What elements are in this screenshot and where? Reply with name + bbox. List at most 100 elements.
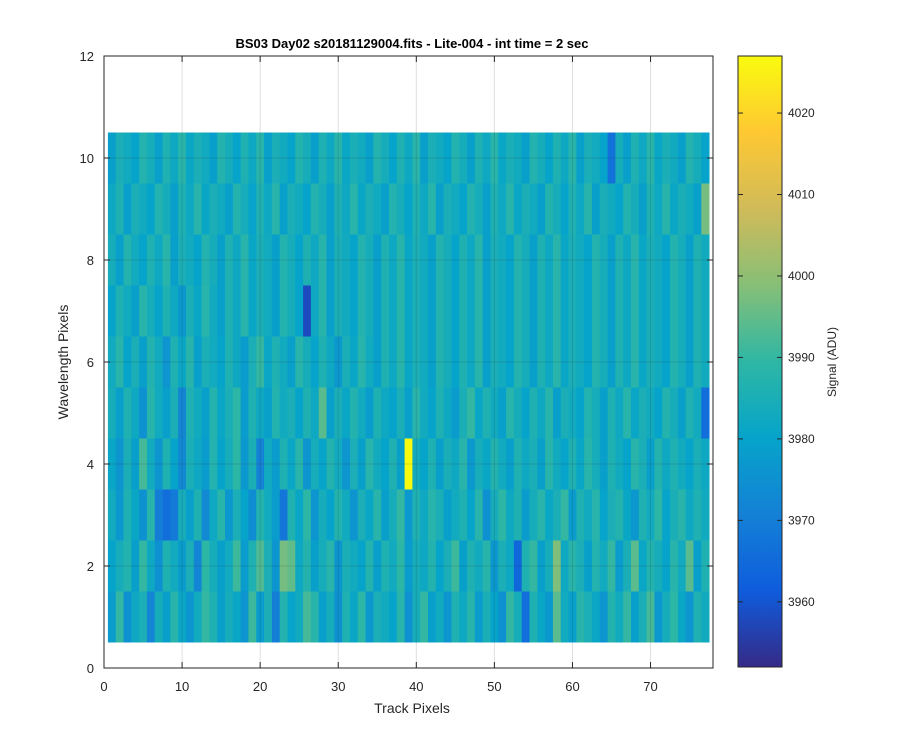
heatmap-cell — [529, 285, 538, 337]
colorbar-ticks: 3960 3970 3980 3990 4000 4010 4020 — [738, 106, 815, 609]
heatmap-cell — [646, 591, 655, 643]
heatmap-cell — [357, 591, 366, 643]
heatmap-cell — [529, 591, 538, 643]
heatmap-cell — [537, 132, 546, 184]
heatmap-cell — [482, 387, 491, 439]
heatmap-cell — [584, 234, 593, 286]
heatmap-cell — [232, 234, 242, 286]
heatmap-cell — [240, 234, 249, 286]
heatmap-cell — [670, 387, 679, 439]
heatmap-cell — [482, 183, 491, 235]
heatmap-cell — [631, 438, 640, 490]
heatmap-cell — [584, 591, 593, 643]
heatmap-cell — [607, 285, 616, 337]
heatmap-cell — [443, 132, 452, 184]
heatmap-cell — [662, 285, 671, 337]
heatmap-cell — [209, 183, 218, 235]
heatmap-cell — [123, 285, 132, 337]
heatmap-cell — [396, 591, 405, 643]
heatmap-cell — [529, 387, 538, 439]
heatmap-cell — [677, 132, 687, 184]
heatmap-cell — [428, 387, 437, 439]
heatmap-cell — [584, 336, 593, 388]
heatmap-cell — [677, 489, 687, 541]
heatmap-cell — [334, 183, 343, 235]
heatmap-cell — [685, 540, 694, 592]
heatmap-cell — [584, 540, 593, 592]
heatmap-cell — [420, 285, 429, 337]
heatmap-cell — [693, 489, 702, 541]
heatmap-cell — [279, 591, 288, 643]
colorbar-tick-label: 4020 — [788, 106, 815, 120]
heatmap-cell — [459, 387, 468, 439]
heatmap-cell — [381, 438, 390, 490]
heatmap-cell — [365, 591, 374, 643]
heatmap-cell — [599, 183, 608, 235]
heatmap-cell — [506, 183, 515, 235]
heatmap-cell — [545, 489, 554, 541]
heatmap-cell — [568, 438, 577, 490]
heatmap-cell — [498, 132, 507, 184]
heatmap-cell — [303, 540, 312, 592]
heatmap-cell — [552, 183, 562, 235]
heatmap-cell — [591, 132, 601, 184]
heatmap-cell — [123, 540, 132, 592]
heatmap-cell — [295, 387, 304, 439]
heatmap-cell — [412, 132, 421, 184]
heatmap-cell — [193, 285, 202, 337]
heatmap-cell — [404, 336, 413, 388]
heatmap-cell — [170, 336, 179, 388]
y-tick-label: 4 — [87, 457, 94, 472]
heatmap-cell — [513, 489, 523, 541]
heatmap-cell — [193, 387, 202, 439]
heatmap-cell — [420, 540, 429, 592]
heatmap-cell — [396, 489, 405, 541]
heatmap-cell — [701, 591, 710, 643]
colorbar — [737, 55, 783, 668]
heatmap-cell — [623, 285, 632, 337]
heatmap-cell — [310, 132, 320, 184]
heatmap-cell — [584, 132, 593, 184]
heatmap-cell — [662, 183, 671, 235]
heatmap-cell — [506, 540, 515, 592]
heatmap-cell — [287, 132, 296, 184]
heatmap-cell — [677, 234, 687, 286]
heatmap-cell — [146, 132, 156, 184]
heatmap-cell — [232, 591, 242, 643]
heatmap-cell — [521, 540, 530, 592]
heatmap-cell — [638, 132, 648, 184]
heatmap-cell — [584, 387, 593, 439]
heatmap-cell — [412, 183, 421, 235]
heatmap-cell — [248, 540, 257, 592]
heatmap-cell — [279, 132, 288, 184]
heatmap-cell — [303, 591, 312, 643]
heatmap-cell — [404, 489, 413, 541]
heatmap-cell — [638, 387, 648, 439]
heatmap-cell — [685, 591, 694, 643]
heatmap-cell — [279, 183, 288, 235]
heatmap-cell — [225, 183, 234, 235]
heatmap-cell — [615, 438, 624, 490]
heatmap-cell — [248, 489, 257, 541]
heatmap-cell — [412, 438, 421, 490]
heatmap-cell — [146, 234, 156, 286]
heatmap-cell — [545, 387, 554, 439]
heatmap-cell — [498, 387, 507, 439]
heatmap-cell — [162, 336, 171, 388]
heatmap-cell — [388, 336, 398, 388]
heatmap-cell — [318, 183, 327, 235]
heatmap-cell — [545, 285, 554, 337]
heatmap-cell — [646, 234, 655, 286]
heatmap-cell — [607, 540, 616, 592]
heatmap-cell — [638, 540, 648, 592]
heatmap-cell — [552, 438, 562, 490]
heatmap-cell — [459, 438, 468, 490]
heatmap-cell — [310, 489, 320, 541]
heatmap-cell — [256, 336, 265, 388]
colorbar-label: Signal (ADU) — [825, 327, 839, 397]
y-tick-label: 0 — [87, 661, 94, 676]
heatmap-cell — [545, 132, 554, 184]
heatmap-cell — [677, 336, 687, 388]
heatmap-cell — [615, 132, 624, 184]
heatmap-cell — [428, 132, 437, 184]
